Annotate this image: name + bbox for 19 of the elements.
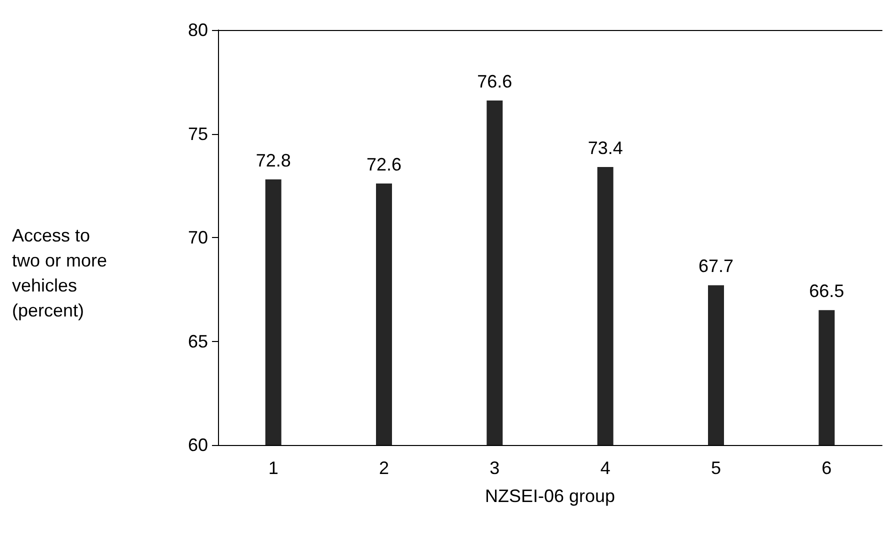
data-label: 73.4 (588, 138, 623, 158)
x-tick-label: 2 (378, 458, 390, 478)
y-tick-label: 65 (188, 331, 208, 352)
data-label: 67.7 (698, 256, 734, 276)
data-label: 66.5 (809, 281, 844, 302)
x-tick-label: 5 (710, 458, 722, 478)
x-tick-label: 4 (600, 458, 610, 478)
y-tick-label: 80 (188, 20, 208, 40)
y-axis-title: Access to two or more vehicles (percent) (12, 226, 112, 320)
x-tick-label: 1 (268, 458, 278, 478)
data-label: 76.6 (477, 72, 512, 92)
x-tick-label: 6 (822, 458, 832, 478)
y-tick-label: 70 (188, 228, 208, 248)
y-tick-label: 75 (188, 124, 208, 144)
x-axis-title: NZSEI-06 group (484, 486, 616, 506)
data-label: 72.8 (256, 150, 291, 170)
data-label: 72.6 (366, 154, 402, 175)
x-tick-label: 3 (490, 458, 500, 478)
y-tick-label: 60 (188, 435, 208, 455)
